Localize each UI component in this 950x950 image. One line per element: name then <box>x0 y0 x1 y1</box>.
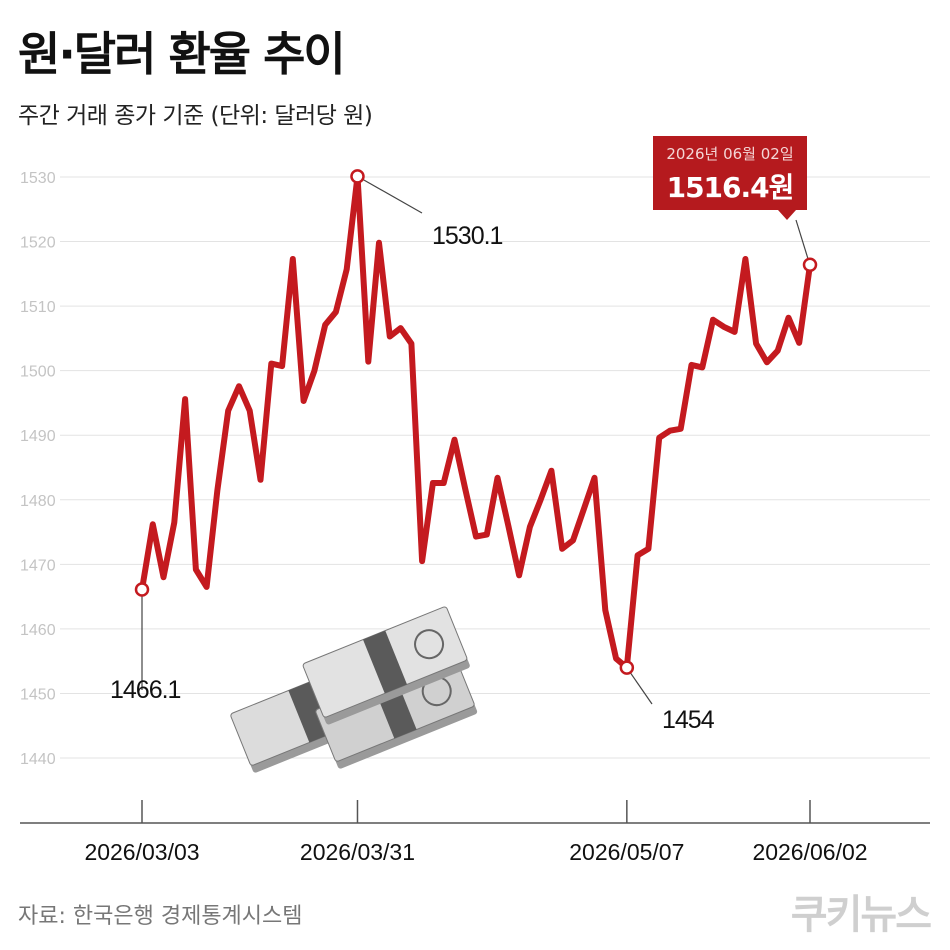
annotation-point <box>134 582 150 597</box>
source-note: 자료: 한국은행 경제통계시스템 <box>18 904 303 929</box>
annotation-label: 1530.1 <box>432 222 503 250</box>
annotation-point <box>350 169 365 184</box>
callout-value: 1516.4원 <box>666 171 795 204</box>
callout-date: 2026년 06월 02일 <box>666 145 794 163</box>
latest-value-callout: 2026년 06월 02일 1516.4원 <box>653 136 807 210</box>
y-tick-label: 1520 <box>20 235 56 252</box>
x-tick-label: 2026/06/02 <box>752 839 867 865</box>
chart-subtitle: 주간 거래 종가 기준 (단위: 달러당 원) <box>18 103 373 129</box>
y-tick-label: 1470 <box>20 557 56 574</box>
y-tick-label: 1440 <box>20 751 56 768</box>
x-tick-label: 2026/03/31 <box>300 839 415 865</box>
x-tick-label: 2026/05/07 <box>569 839 684 865</box>
exchange-rate-line <box>139 173 813 671</box>
annotation-leader <box>357 175 423 214</box>
annotation-point <box>802 257 818 273</box>
money-stack-illustration <box>230 606 478 773</box>
y-tick-label: 1490 <box>20 428 56 445</box>
annotation-point <box>619 660 635 675</box>
y-tick-label: 1530 <box>20 170 56 187</box>
annotation-leader <box>795 219 809 259</box>
annotation-label: 1454 <box>662 706 715 734</box>
publisher-logo: 쿠키뉴스 <box>790 892 932 938</box>
y-tick-label: 1460 <box>20 622 56 639</box>
x-tick-label: 2026/03/03 <box>84 839 199 865</box>
annotation-leader <box>626 667 653 705</box>
y-tick-label: 1450 <box>20 686 56 703</box>
annotation-label: 1466.1 <box>110 676 181 704</box>
y-tick-label: 1500 <box>20 364 56 381</box>
callout-pointer <box>778 210 796 220</box>
chart-title: 원·달러 환율 추이 <box>18 27 346 81</box>
y-tick-label: 1510 <box>20 299 56 316</box>
y-tick-label: 1480 <box>20 493 56 510</box>
